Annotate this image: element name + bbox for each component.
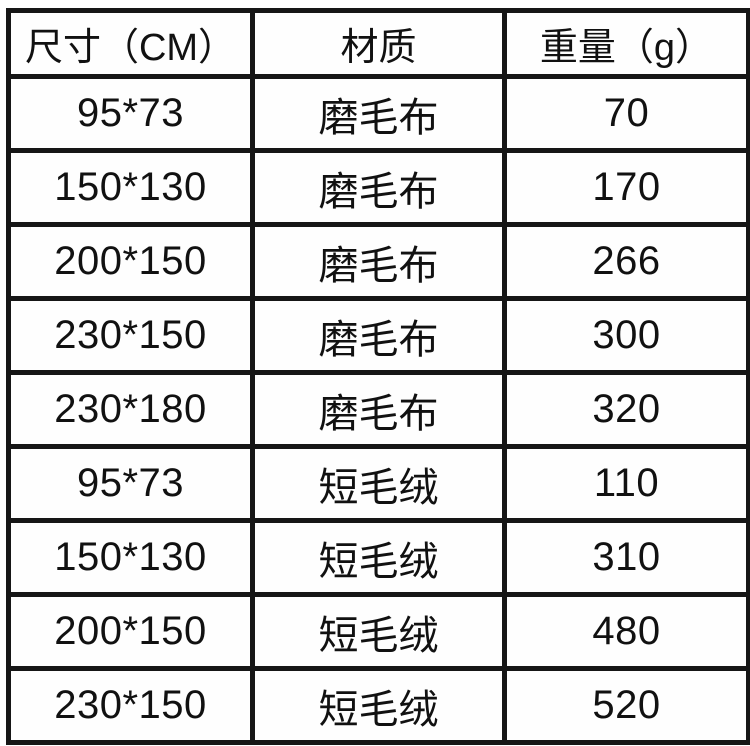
weight-cell: 320 — [502, 370, 750, 449]
table-row: 230*180 磨毛布 320 — [6, 370, 750, 449]
table-row: 150*130 短毛绒 310 — [6, 518, 750, 597]
weight-cell: 110 — [502, 444, 750, 523]
weight-cell: 480 — [502, 592, 750, 671]
material-cell: 短毛绒 — [250, 444, 507, 523]
header-weight: 重量（g） — [502, 8, 750, 79]
weight-cell: 520 — [502, 666, 750, 745]
header-size: 尺寸（CM） — [6, 8, 255, 79]
material-cell: 磨毛布 — [250, 74, 507, 153]
weight-cell: 70 — [502, 74, 750, 153]
table-row: 230*150 短毛绒 520 — [6, 666, 750, 745]
spec-table: 尺寸（CM） 材质 重量（g） 95*73 磨毛布 70 150*130 磨毛布… — [6, 8, 750, 745]
size-cell: 150*130 — [6, 518, 255, 597]
material-cell: 磨毛布 — [250, 296, 507, 375]
material-cell: 磨毛布 — [250, 148, 507, 227]
size-cell: 95*73 — [6, 74, 255, 153]
table-row: 95*73 磨毛布 70 — [6, 74, 750, 153]
size-cell: 230*150 — [6, 296, 255, 375]
size-cell: 230*150 — [6, 666, 255, 745]
size-cell: 200*150 — [6, 222, 255, 301]
size-cell: 95*73 — [6, 444, 255, 523]
size-cell: 230*180 — [6, 370, 255, 449]
table-row: 200*150 短毛绒 480 — [6, 592, 750, 671]
weight-cell: 170 — [502, 148, 750, 227]
spec-table-page: 尺寸（CM） 材质 重量（g） 95*73 磨毛布 70 150*130 磨毛布… — [0, 8, 750, 746]
material-cell: 磨毛布 — [250, 222, 507, 301]
table-row: 230*150 磨毛布 300 — [6, 296, 750, 375]
weight-cell: 266 — [502, 222, 750, 301]
material-cell: 短毛绒 — [250, 518, 507, 597]
size-cell: 150*130 — [6, 148, 255, 227]
size-cell: 200*150 — [6, 592, 255, 671]
header-row: 尺寸（CM） 材质 重量（g） — [6, 8, 750, 79]
weight-cell: 300 — [502, 296, 750, 375]
material-cell: 磨毛布 — [250, 370, 507, 449]
material-cell: 短毛绒 — [250, 666, 507, 745]
weight-cell: 310 — [502, 518, 750, 597]
table-row: 200*150 磨毛布 266 — [6, 222, 750, 301]
table-row: 150*130 磨毛布 170 — [6, 148, 750, 227]
material-cell: 短毛绒 — [250, 592, 507, 671]
table-row: 95*73 短毛绒 110 — [6, 444, 750, 523]
header-material: 材质 — [250, 8, 507, 79]
